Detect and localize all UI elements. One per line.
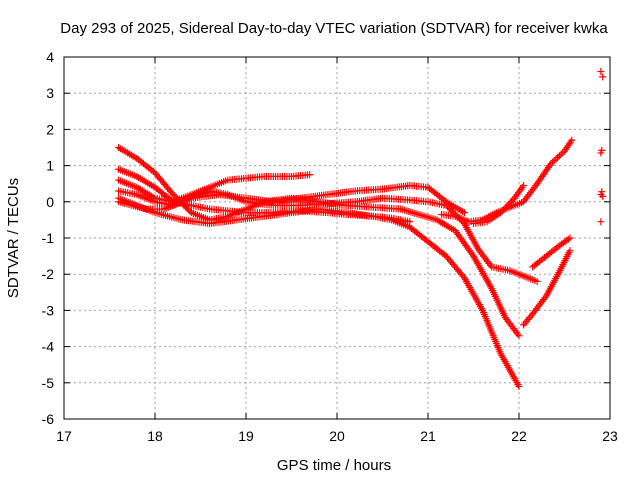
- data-point: [599, 192, 607, 200]
- data-point: [550, 157, 558, 165]
- y-tick-label: 1: [46, 158, 54, 174]
- data-point: [460, 209, 468, 217]
- data-point: [554, 153, 562, 161]
- y-tick-label: -2: [42, 266, 55, 282]
- data-point: [533, 277, 541, 285]
- data-point: [568, 136, 576, 144]
- data-point: [599, 73, 607, 81]
- x-tick-label: 19: [238, 428, 254, 444]
- series-track-11: [597, 67, 607, 226]
- data-point: [506, 199, 514, 207]
- data-point: [459, 272, 467, 280]
- y-tick-label: 0: [46, 194, 54, 210]
- x-tick-label: 22: [511, 428, 527, 444]
- x-tick-label: 20: [329, 428, 345, 444]
- data-point: [441, 251, 449, 259]
- y-axis-label: SDTVAR / TECUs: [5, 178, 22, 298]
- x-tick-label: 17: [56, 428, 72, 444]
- y-tick-label: 3: [46, 85, 54, 101]
- data-point: [149, 168, 157, 176]
- data-point: [406, 218, 414, 226]
- x-tick-label: 21: [420, 428, 436, 444]
- data-point: [497, 209, 505, 217]
- data-point: [597, 67, 605, 75]
- series-track-8: [470, 182, 528, 228]
- x-tick-label: 18: [147, 428, 163, 444]
- data-point: [566, 234, 574, 242]
- y-tick-label: -5: [42, 375, 55, 391]
- series-track-6: [115, 194, 414, 228]
- data-point: [501, 204, 509, 212]
- data-point: [520, 182, 528, 190]
- data-point: [597, 149, 605, 157]
- data-points: [115, 67, 607, 390]
- data-point: [504, 201, 512, 209]
- series-track-4: [115, 171, 314, 206]
- y-tick-label: 4: [46, 49, 54, 65]
- x-tick-label: 23: [602, 428, 618, 444]
- data-point: [169, 191, 177, 199]
- data-point: [181, 203, 189, 211]
- series-track-10: [529, 234, 574, 271]
- data-point: [515, 382, 523, 390]
- data-point: [552, 155, 560, 163]
- data-point: [547, 160, 555, 168]
- data-point: [557, 150, 565, 158]
- data-point: [549, 158, 557, 166]
- chart-title: Day 293 of 2025, Sidereal Day-to-day VTE…: [60, 20, 608, 37]
- data-point: [507, 197, 515, 205]
- y-tick-label: -3: [42, 302, 55, 318]
- data-point: [564, 235, 572, 243]
- grid-lines: [64, 57, 610, 419]
- y-tick-label: -6: [42, 411, 55, 427]
- data-point: [515, 332, 523, 340]
- series-track-2: [115, 144, 523, 340]
- data-point: [448, 207, 456, 215]
- data-point: [503, 202, 511, 210]
- data-point: [306, 171, 314, 179]
- data-point: [566, 247, 574, 255]
- data-point: [500, 205, 508, 213]
- y-tick-label: 2: [46, 121, 54, 137]
- x-axis-label: GPS time / hours: [277, 457, 391, 474]
- data-point: [183, 204, 191, 212]
- series-track-9: [520, 247, 574, 329]
- data-point: [184, 206, 192, 214]
- data-point: [597, 218, 605, 226]
- data-point: [186, 207, 194, 215]
- data-point: [555, 152, 563, 160]
- y-tick-label: -4: [42, 339, 55, 355]
- data-point: [498, 207, 506, 215]
- y-tick-label: -1: [42, 230, 55, 246]
